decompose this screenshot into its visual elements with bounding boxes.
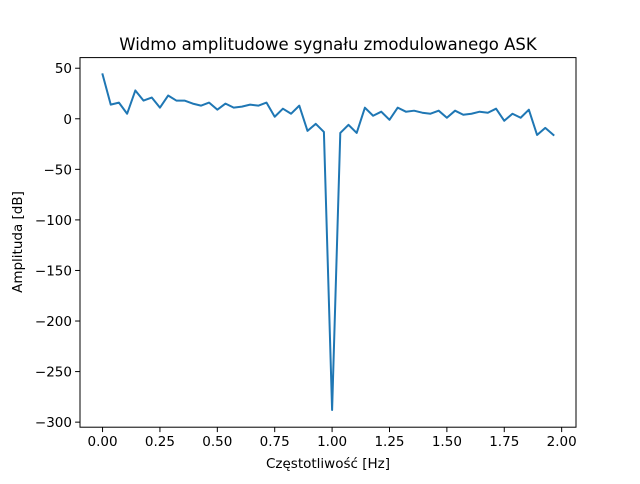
y-tick-label: −100 bbox=[35, 213, 72, 229]
y-tick-label: −50 bbox=[44, 162, 73, 178]
x-axis-label: Częstotliwość [Hz] bbox=[266, 456, 390, 472]
plot-frame bbox=[79, 57, 577, 428]
y-tick-label: −300 bbox=[35, 415, 72, 431]
x-tick-label: 0.75 bbox=[260, 434, 290, 450]
y-axis-label: Amplituda [dB] bbox=[10, 191, 26, 293]
y-tick-label: 0 bbox=[63, 112, 72, 128]
x-tick-label: 0.25 bbox=[145, 434, 175, 450]
x-tick-label: 0.00 bbox=[88, 434, 118, 450]
y-tick-label: −200 bbox=[35, 314, 72, 330]
y-tick-label: 50 bbox=[55, 61, 72, 77]
x-tick-label: 1.25 bbox=[374, 434, 404, 450]
series-line bbox=[101, 73, 555, 412]
x-tick-label: 2.00 bbox=[547, 434, 577, 450]
x-tick-label: 1.50 bbox=[432, 434, 462, 450]
x-tick-label: 1.00 bbox=[317, 434, 347, 450]
chart-title: Widmo amplitudowe sygnału zmodulowanego … bbox=[119, 35, 538, 54]
x-tick-label: 0.50 bbox=[202, 434, 232, 450]
y-tick-label: −150 bbox=[35, 263, 72, 279]
y-tick-label: −250 bbox=[35, 365, 72, 381]
x-tick-label: 1.75 bbox=[489, 434, 519, 450]
